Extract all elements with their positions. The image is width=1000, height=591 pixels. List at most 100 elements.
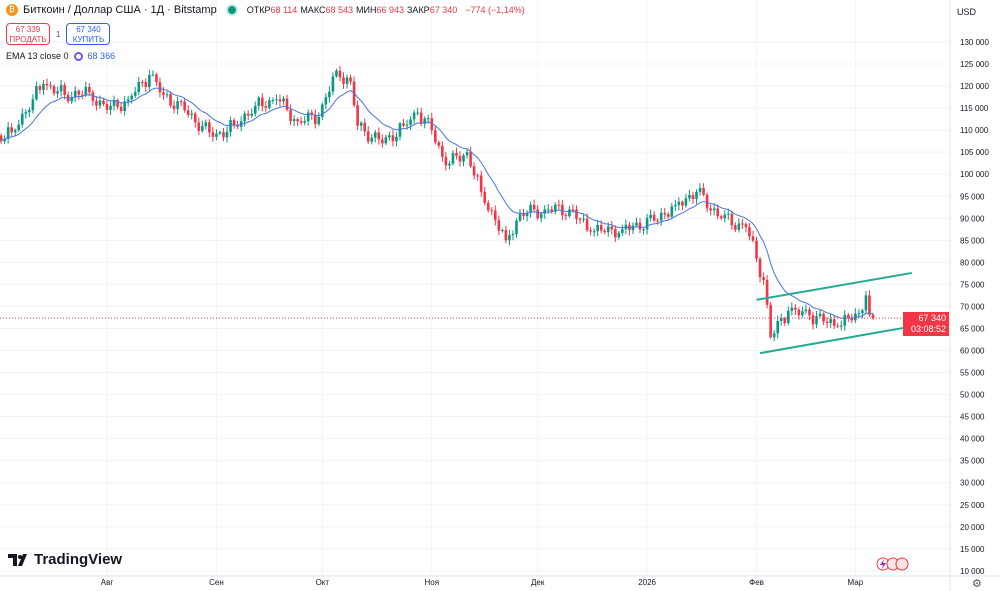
candle-body <box>366 131 370 142</box>
candle-body <box>790 307 794 311</box>
candle-body <box>603 230 607 233</box>
y-tick-label: 110 000 <box>960 126 989 135</box>
candle-body <box>670 206 674 217</box>
candle-body <box>561 204 564 216</box>
candle-body <box>515 220 518 235</box>
candle-body <box>261 97 264 107</box>
candle-body <box>518 213 522 221</box>
candle-body <box>271 99 275 101</box>
candle-body <box>105 104 109 110</box>
candle-body <box>691 194 695 199</box>
candle-body <box>486 202 490 211</box>
candle-body <box>10 127 13 133</box>
candle-body <box>257 97 261 106</box>
x-tick-label: Сен <box>209 578 224 587</box>
tradingview-logo[interactable]: TradingView <box>8 551 122 568</box>
candle-body <box>402 123 405 126</box>
candle-body <box>786 310 790 324</box>
candle-body <box>56 91 59 94</box>
candle-body <box>38 86 42 90</box>
candle-body <box>239 121 243 127</box>
candle-body <box>522 213 525 217</box>
candle-body <box>95 101 98 106</box>
candle-body <box>472 166 476 176</box>
candle-body <box>681 201 684 206</box>
candle-body <box>642 229 645 231</box>
candle-body <box>794 307 797 310</box>
buy-label: КУПИТЬ <box>72 35 105 44</box>
candle-body <box>758 258 762 278</box>
events-icon[interactable] <box>876 557 910 571</box>
candle-body <box>726 213 730 215</box>
candle-body <box>289 109 292 122</box>
candle-body <box>155 74 158 83</box>
candle-body <box>109 105 112 110</box>
candle-body <box>659 212 663 221</box>
candle-body <box>868 295 871 315</box>
candle-body <box>543 209 547 214</box>
candle-body <box>338 70 342 78</box>
candle-body <box>444 156 448 166</box>
candle-body <box>137 81 141 93</box>
candle-body <box>3 138 6 142</box>
settings-gear-icon[interactable]: ⚙ <box>972 578 982 590</box>
candle-body <box>229 120 232 132</box>
candle-body <box>20 113 24 125</box>
candle-body <box>328 91 331 98</box>
buy-button[interactable]: 67 340 КУПИТЬ <box>66 23 111 45</box>
candle-body <box>712 208 716 211</box>
candle-body <box>554 204 557 212</box>
candle-body <box>638 222 642 230</box>
current-price-label: 67 340 03:08:52 <box>903 312 949 336</box>
candle-body <box>501 230 504 232</box>
candle-body <box>73 90 77 98</box>
candle-body <box>490 210 494 212</box>
candle-body <box>373 132 377 138</box>
candle-body <box>451 152 455 164</box>
symbol-title[interactable]: Биткоин / Доллар США · 1Д · Bitstamp <box>23 4 217 16</box>
candle-body <box>525 212 529 217</box>
candle-body <box>409 119 412 125</box>
candle-body <box>582 218 585 220</box>
candle-body <box>843 314 847 326</box>
logo-text: TradingView <box>34 551 123 568</box>
candle-body <box>695 191 698 199</box>
candle-body <box>741 223 744 225</box>
candle-body <box>158 82 162 93</box>
y-tick-label: 120 000 <box>960 82 989 91</box>
candle-body <box>596 224 599 232</box>
candle-body <box>504 230 508 241</box>
candle-body <box>815 316 818 325</box>
candle-body <box>292 119 296 122</box>
candle-body <box>419 112 423 124</box>
candle-body <box>151 74 155 76</box>
y-tick-label: 80 000 <box>960 258 985 267</box>
candle-body <box>310 112 314 115</box>
candle-body <box>98 100 102 106</box>
candle-body <box>426 118 430 120</box>
candle-body <box>730 213 734 226</box>
candle-body <box>614 229 617 238</box>
y-tick-label: 35 000 <box>960 457 985 466</box>
candle-body <box>253 105 257 114</box>
indicator-legend[interactable]: EMA 13 close 0 68 366 <box>6 51 115 61</box>
candle-body <box>529 204 532 213</box>
candle-body <box>751 236 755 241</box>
candle-body <box>430 118 434 131</box>
currency-selector[interactable]: USD <box>956 7 976 17</box>
candle-body <box>28 110 31 113</box>
candle-body <box>359 122 363 126</box>
candle-body <box>649 214 652 218</box>
candle-body <box>839 325 843 327</box>
candle-body <box>377 132 381 140</box>
y-tick-label: 25 000 <box>960 501 985 510</box>
candle-body <box>119 106 123 111</box>
candle-body <box>822 313 825 322</box>
sell-button[interactable]: 67 339 ПРОДАТЬ <box>6 23 50 45</box>
candle-body <box>169 94 172 106</box>
y-tick-label: 115 000 <box>960 104 989 113</box>
candle-body <box>610 226 614 230</box>
y-tick-label: 75 000 <box>960 280 985 289</box>
candle-body <box>861 310 864 314</box>
